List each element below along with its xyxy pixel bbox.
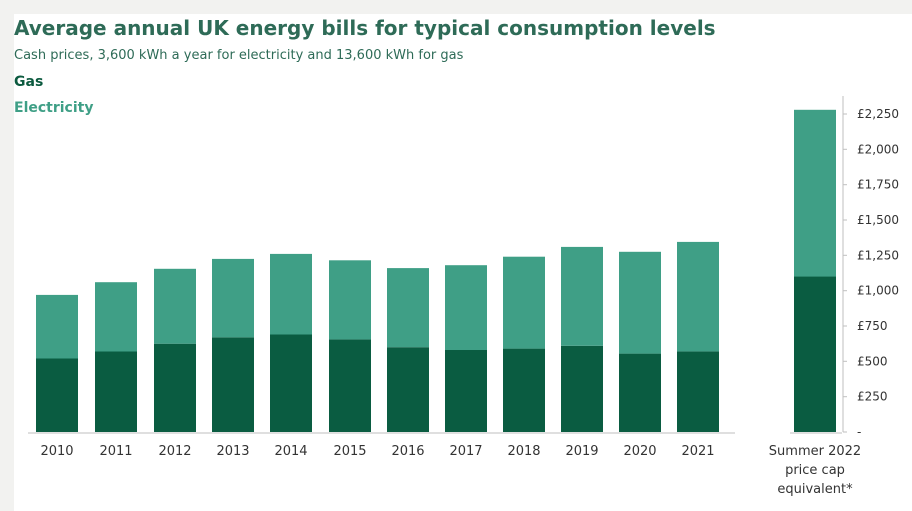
- bar-electricity-0: [36, 294, 78, 359]
- bar-gas-8: [503, 348, 545, 432]
- x-tick-label: 2021: [681, 444, 714, 459]
- bar-gas-10: [619, 353, 661, 432]
- bar-electricity-1: [95, 282, 137, 352]
- x-tick-label: 2013: [216, 444, 249, 459]
- bar-electricity-2: [154, 268, 196, 344]
- legend-electricity: Electricity: [14, 100, 94, 116]
- bar-electricity-11: [677, 241, 719, 352]
- chart-title: Average annual UK energy bills for typic…: [14, 16, 716, 40]
- x-tick-label-summer-2022: equivalent*: [777, 482, 853, 497]
- bar-electricity-6: [387, 268, 429, 348]
- x-tick-label-summer-2022: price cap: [785, 463, 845, 478]
- chart-subtitle: Cash prices, 3,600 kWh a year for electr…: [14, 48, 464, 63]
- y-tick-label: £250: [857, 390, 888, 404]
- bar-electricity-9: [561, 246, 603, 346]
- x-tick-label-summer-2022: Summer 2022: [769, 444, 861, 459]
- bar-gas-4: [270, 334, 312, 432]
- x-tick-label: 2014: [274, 444, 307, 459]
- bar-gas-7: [445, 350, 487, 432]
- x-tick-label: 2018: [507, 444, 540, 459]
- y-tick-label: -: [857, 425, 861, 439]
- y-tick-label: £1,500: [857, 213, 899, 227]
- bar-gas-5: [329, 339, 371, 432]
- bar-gas-9: [561, 345, 603, 432]
- bar-electricity-10: [619, 251, 661, 354]
- bar-gas-11: [677, 351, 719, 432]
- x-tick-label: 2012: [158, 444, 191, 459]
- bar-gas-2: [154, 343, 196, 432]
- bar-gas-0: [36, 358, 78, 432]
- y-tick-label: £2,000: [857, 142, 899, 156]
- x-tick-label: 2019: [565, 444, 598, 459]
- bar-electricity-8: [503, 256, 545, 349]
- y-tick-label: £1,750: [857, 178, 899, 192]
- x-tick-label: 2020: [623, 444, 656, 459]
- y-tick-label: £2,250: [857, 107, 899, 121]
- x-tick-label: 2016: [391, 444, 424, 459]
- x-tick-label: 2017: [449, 444, 482, 459]
- x-tick-label: 2010: [40, 444, 73, 459]
- bar-electricity-7: [445, 265, 487, 350]
- y-tick-label: £750: [857, 319, 888, 333]
- bar-electricity-4: [270, 253, 312, 335]
- bar-gas-3: [212, 337, 254, 432]
- x-tick-label: 2011: [99, 444, 132, 459]
- legend-gas: Gas: [14, 74, 44, 90]
- bar-gas-6: [387, 347, 429, 432]
- x-tick-label: 2015: [333, 444, 366, 459]
- bar-electricity-3: [212, 258, 254, 338]
- y-tick-label: £1,250: [857, 248, 899, 262]
- bar-gas-12: [794, 276, 836, 432]
- y-tick-label: £500: [857, 354, 888, 368]
- bar-gas-1: [95, 351, 137, 432]
- bar-electricity-12: [794, 109, 836, 277]
- y-tick-label: £1,000: [857, 284, 899, 298]
- bar-electricity-5: [329, 260, 371, 340]
